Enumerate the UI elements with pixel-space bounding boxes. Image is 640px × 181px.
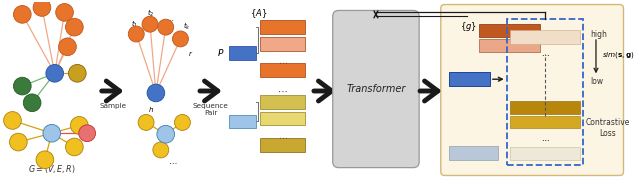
Circle shape [59, 38, 76, 56]
Circle shape [70, 117, 88, 134]
Circle shape [13, 77, 31, 95]
Circle shape [46, 64, 63, 82]
Text: $t_1$: $t_1$ [131, 19, 138, 30]
FancyBboxPatch shape [449, 146, 498, 160]
FancyBboxPatch shape [479, 24, 540, 37]
FancyBboxPatch shape [260, 64, 305, 77]
Text: high: high [590, 30, 607, 39]
FancyBboxPatch shape [228, 115, 256, 128]
FancyBboxPatch shape [449, 72, 490, 86]
Text: Contrastive
Loss: Contrastive Loss [586, 118, 630, 138]
FancyBboxPatch shape [479, 39, 540, 52]
Text: $r$: $r$ [188, 49, 193, 58]
Circle shape [10, 133, 28, 151]
Text: $\cdots$: $\cdots$ [541, 134, 549, 143]
Circle shape [128, 26, 144, 42]
Text: $h$: $h$ [148, 105, 154, 114]
Circle shape [36, 151, 54, 169]
Circle shape [13, 6, 31, 23]
Text: Sample: Sample [99, 103, 126, 109]
Text: $\cdots$: $\cdots$ [277, 86, 288, 96]
Circle shape [4, 112, 21, 129]
Text: Transformer: Transformer [346, 84, 406, 94]
Circle shape [33, 0, 51, 16]
FancyBboxPatch shape [228, 46, 256, 60]
Circle shape [173, 31, 188, 47]
Text: $\cdots$: $\cdots$ [168, 157, 177, 166]
Text: $sim(\mathbf{s},\mathbf{g})$: $sim(\mathbf{s},\mathbf{g})$ [602, 50, 635, 60]
FancyBboxPatch shape [260, 20, 305, 34]
Text: $P$: $P$ [217, 47, 225, 58]
Circle shape [142, 16, 158, 32]
Circle shape [43, 124, 61, 142]
FancyBboxPatch shape [509, 30, 580, 44]
Circle shape [79, 125, 95, 142]
Circle shape [153, 142, 169, 158]
Text: $\cdots$: $\cdots$ [166, 16, 173, 22]
Text: $t_k$: $t_k$ [184, 21, 191, 32]
Text: Sequence
Pair: Sequence Pair [193, 103, 229, 116]
Text: $\cdots$: $\cdots$ [278, 132, 287, 141]
FancyBboxPatch shape [260, 95, 305, 109]
Circle shape [158, 19, 173, 35]
Circle shape [175, 114, 190, 130]
FancyBboxPatch shape [509, 101, 580, 114]
Text: $\cdots$: $\cdots$ [541, 49, 549, 58]
FancyBboxPatch shape [260, 37, 305, 51]
FancyBboxPatch shape [509, 115, 580, 128]
FancyBboxPatch shape [260, 138, 305, 152]
Text: low: low [590, 77, 604, 86]
Circle shape [56, 4, 74, 21]
Text: $\{g\}$: $\{g\}$ [460, 20, 477, 33]
Circle shape [68, 64, 86, 82]
Text: $\cdots$: $\cdots$ [278, 57, 287, 66]
Text: $\{A\}$: $\{A\}$ [250, 8, 268, 20]
FancyBboxPatch shape [333, 10, 419, 168]
Circle shape [138, 114, 154, 130]
FancyBboxPatch shape [260, 112, 305, 125]
Circle shape [147, 84, 164, 102]
Circle shape [23, 94, 41, 112]
Text: $t_2$: $t_2$ [147, 8, 155, 19]
Circle shape [157, 125, 175, 143]
Circle shape [65, 18, 83, 36]
Circle shape [65, 138, 83, 156]
FancyBboxPatch shape [441, 5, 623, 175]
Text: $G = (V,E,R)$: $G = (V,E,R)$ [28, 163, 76, 175]
FancyBboxPatch shape [509, 147, 580, 160]
Text: $\mathbf{s}$: $\mathbf{s}$ [451, 71, 458, 81]
